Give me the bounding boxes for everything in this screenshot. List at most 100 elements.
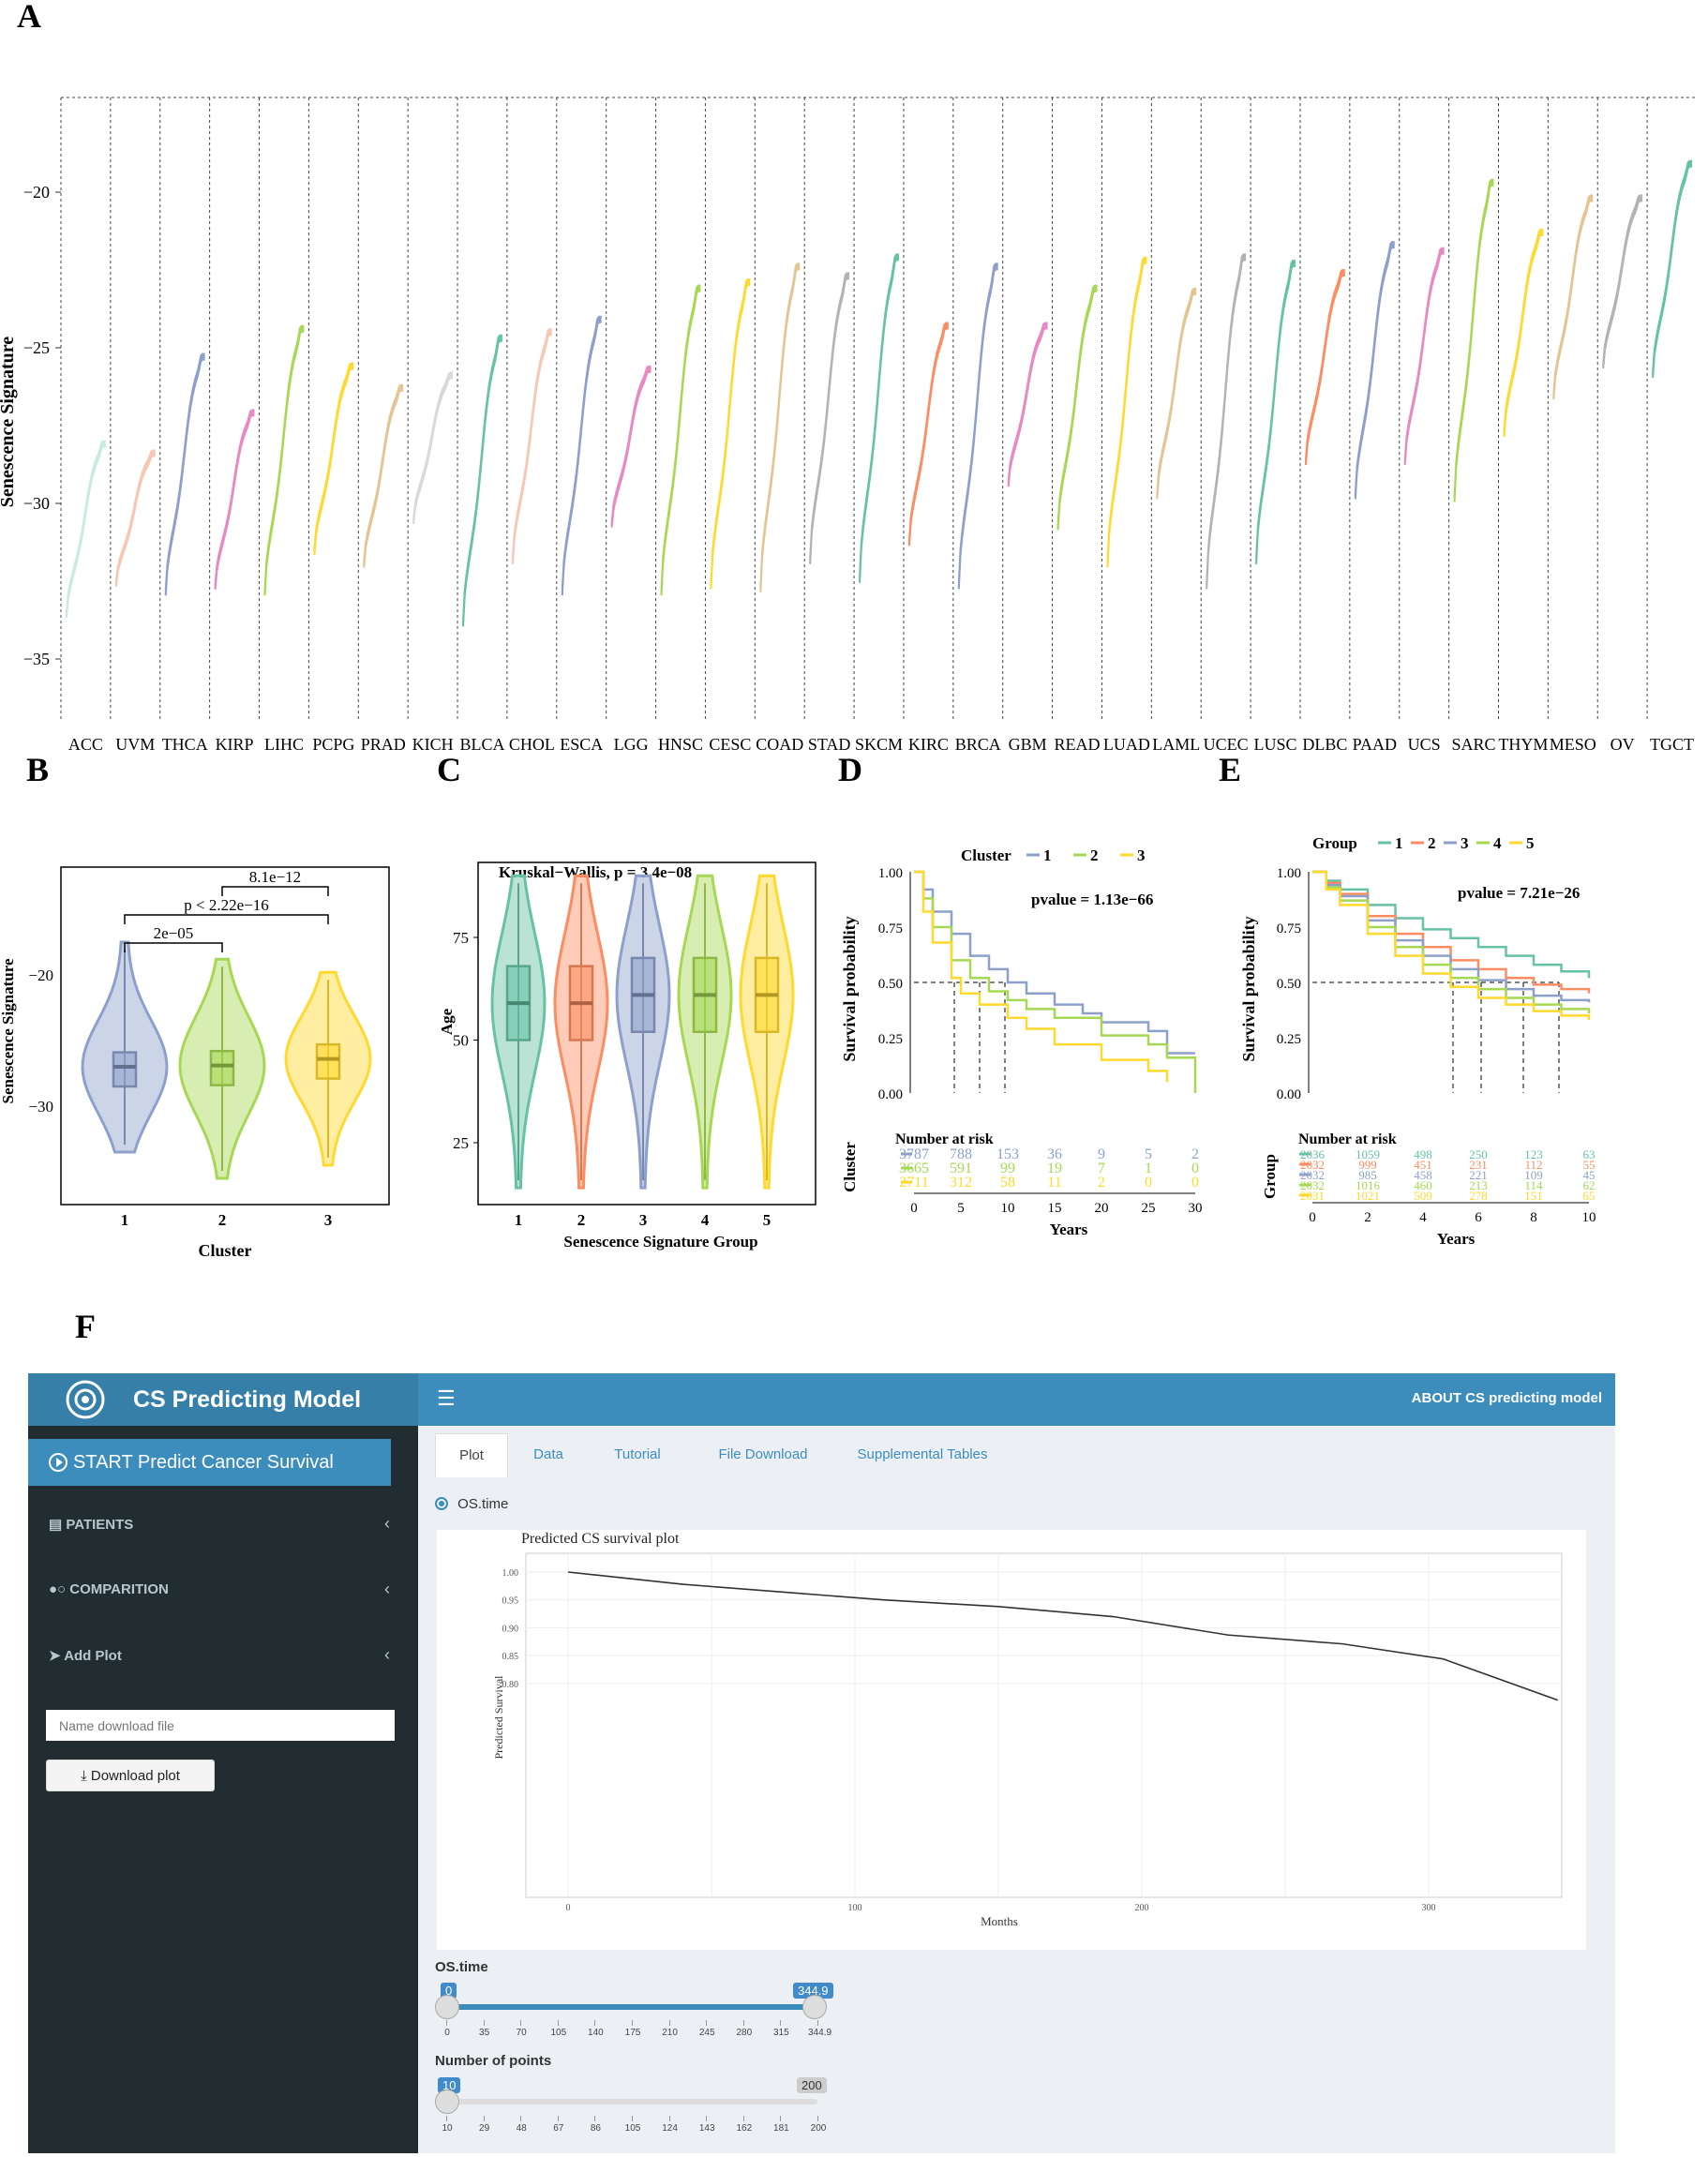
x-tick-label: 2: [577, 1211, 586, 1229]
slider-tick-mark: [780, 2020, 782, 2026]
risk-cell: 58: [1000, 1175, 1015, 1191]
cancer-distribution-ucec: [1206, 253, 1247, 590]
tab-data[interactable]: Data: [533, 1446, 563, 1462]
app-logo[interactable]: CS Predicting Model: [28, 1373, 418, 1426]
x-tick-label: 2: [1364, 1210, 1371, 1225]
cancer-distribution-brca: [957, 262, 998, 590]
x-tick-label: SKCM: [855, 735, 903, 754]
download-filename-input[interactable]: [46, 1710, 395, 1741]
chevron-left-icon[interactable]: ‹: [384, 1645, 390, 1664]
bracket-1-2: [124, 942, 223, 952]
slider-tick-label: 35: [479, 2028, 490, 2038]
x-tick-label: 200: [1135, 1903, 1149, 1913]
tab-plot[interactable]: Plot: [435, 1433, 508, 1477]
panel-label-a: A: [17, 0, 41, 35]
y-axis-label: Senescence Signature: [0, 958, 17, 1103]
cancer-distribution-tgct: [1652, 159, 1692, 379]
x-tick-label: 10: [1582, 1210, 1596, 1225]
slider-tick-label: 200: [810, 2123, 827, 2134]
violin-cluster-3-box: [315, 1042, 341, 1080]
plot-frame: [477, 861, 817, 1206]
panel-a-chart: −20 −25 −30 −35 Senescence Signature ACC UVM TH…: [0, 97, 1697, 754]
cs-predicting-app: CS Predicting Model ☰ ABOUT CS predictin…: [28, 1373, 1615, 2153]
cancer-distribution-dlbc: [1304, 269, 1345, 466]
tab-tutorial[interactable]: Tutorial: [614, 1446, 661, 1462]
sidebar-item-patients[interactable]: ▤ PATIENTS: [49, 1516, 133, 1533]
risk-table-title: Number at risk: [1298, 1131, 1397, 1147]
x-tick-label: 5: [957, 1201, 965, 1216]
slider-tick-label: 67: [553, 2123, 564, 2134]
points-slider-track[interactable]: [446, 2099, 817, 2105]
os-time-radio[interactable]: OS.time: [435, 1496, 508, 1512]
y-tick-label: 1.00: [1277, 866, 1301, 881]
os-time-slider-label: OS.time: [435, 1959, 488, 1975]
slider-tick-mark: [446, 2020, 447, 2026]
x-tick-label: MESO: [1550, 735, 1596, 754]
x-tick-label: 5: [763, 1211, 772, 1229]
panel-b-chart: −20 −30 Senescence Signature 1 2 3 Cluster 8.1e…: [0, 866, 390, 1260]
slider-tick-mark: [706, 2020, 708, 2026]
legend-label: 1: [1395, 834, 1403, 852]
slider-tick-mark: [557, 2116, 559, 2121]
risk-cell: 65: [1583, 1189, 1596, 1203]
chevron-left-icon[interactable]: ‹: [384, 1514, 390, 1533]
sidebar-item-add-plot[interactable]: ➤ Add Plot: [49, 1647, 122, 1664]
cancer-distribution-ucs: [1403, 247, 1445, 465]
points-slider-label: Number of points: [435, 2053, 552, 2069]
slider-tick-label: 280: [736, 2028, 753, 2038]
start-predict-button[interactable]: START Predict Cancer Survival: [28, 1439, 391, 1486]
risk-cell: 36: [1047, 1146, 1062, 1162]
risk-cell: 19: [1047, 1161, 1062, 1176]
y-axis-label: Senescence Signature: [0, 337, 18, 508]
x-tick-label: STAD: [808, 735, 851, 754]
risk-table-title: Number at risk: [895, 1131, 994, 1147]
risk-cell: 498: [1414, 1147, 1432, 1161]
slider-tick-mark: [446, 2116, 447, 2121]
chevron-left-icon[interactable]: ‹: [384, 1580, 390, 1598]
slider-tick-mark: [520, 2116, 522, 2121]
slider-tick-mark: [668, 2116, 670, 2121]
tab-supplemental-tables[interactable]: Supplemental Tables: [857, 1446, 988, 1462]
x-tick-label: CHOL: [509, 735, 555, 754]
os-time-slider-min-handle[interactable]: [435, 1995, 459, 2019]
os-time-slider-max-handle[interactable]: [802, 1995, 827, 2019]
predicted-survival-svg: Predicted CS survival plot 1.00 0.95 0.90 0.…: [492, 1531, 1563, 1928]
menu-toggle-icon[interactable]: ☰: [437, 1386, 456, 1410]
points-slider-handle[interactable]: [435, 2090, 459, 2114]
legend-label: 3: [1137, 846, 1146, 864]
slider-tick-label: 0: [444, 2028, 450, 2038]
legend-label: 5: [1526, 834, 1535, 852]
cancer-distribution-gbm: [1007, 322, 1048, 487]
download-plot-button[interactable]: ⤓ Download plot: [46, 1760, 215, 1791]
start-predict-label: START Predict Cancer Survival: [73, 1451, 334, 1473]
cancer-distribution-read: [1056, 284, 1098, 531]
slider-tick-mark: [594, 2116, 596, 2121]
x-tick-label: 25: [1142, 1201, 1156, 1216]
sidebar-item-comparition[interactable]: ●○ COMPARITION: [49, 1581, 169, 1597]
cancer-distribution-hnsc: [660, 284, 701, 596]
tab-file-download[interactable]: File Download: [718, 1446, 808, 1462]
y-tick-label: 0.50: [878, 977, 903, 992]
x-tick-label: 0: [566, 1903, 571, 1913]
logo-icon: [66, 1380, 105, 1419]
risk-cell: 1016: [1356, 1178, 1381, 1192]
risk-cell: 460: [1414, 1178, 1432, 1192]
x-tick-label: 20: [1095, 1201, 1109, 1216]
y-tick-label: 0.75: [1277, 921, 1301, 936]
os-time-radio-label: OS.time: [457, 1496, 509, 1512]
risk-cell: 151: [1524, 1189, 1543, 1203]
pills-icon: ●○: [49, 1581, 70, 1597]
risk-cell: 112: [1524, 1158, 1542, 1172]
x-axis-label: Years: [1437, 1230, 1476, 1248]
y-tick-label: −30: [28, 1098, 53, 1116]
cancer-distribution-skcm: [859, 253, 899, 583]
y-tick-label: 75: [453, 929, 469, 947]
os-time-slider-track[interactable]: [446, 2004, 817, 2010]
risk-cell: 2036: [1300, 1147, 1326, 1161]
cancer-distribution-acc: [66, 440, 106, 618]
about-link[interactable]: ABOUT CS predicting model: [1411, 1390, 1602, 1406]
risk-cell: 1: [1145, 1161, 1152, 1176]
x-tick-label: HNSC: [658, 735, 703, 754]
x-tick-label: THCA: [162, 735, 208, 754]
panel-label-c: C: [437, 751, 461, 788]
